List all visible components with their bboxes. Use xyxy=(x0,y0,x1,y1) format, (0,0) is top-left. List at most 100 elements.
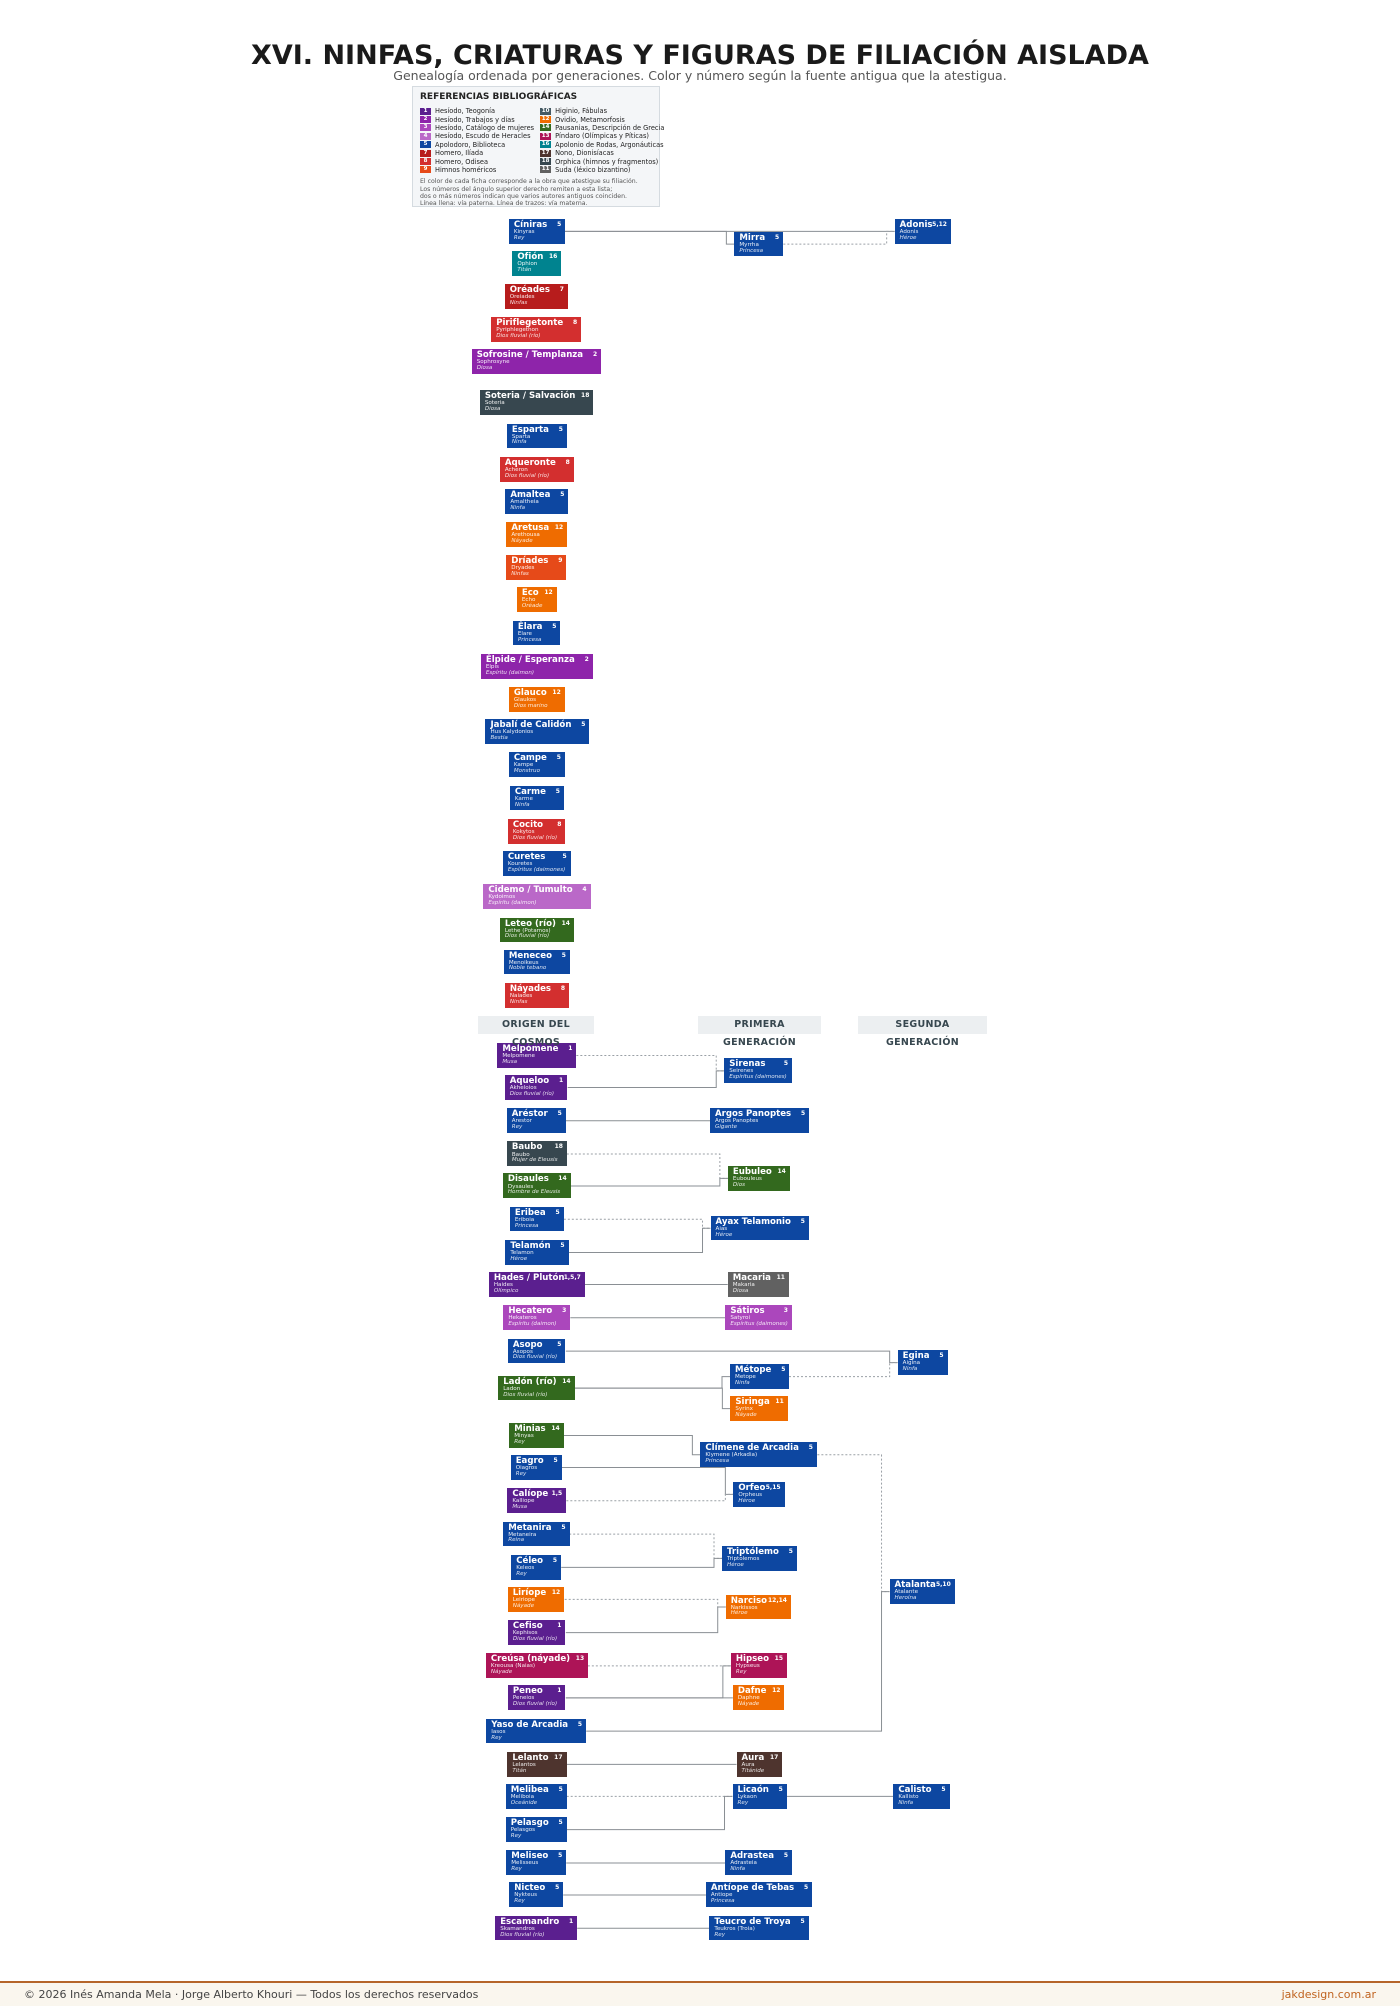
person-node[interactable]: Pelasgo 5 Pelasgos Rey xyxy=(505,1817,567,1842)
person-node[interactable]: Sirenas 5 Seirenes Espíritus (daimones) xyxy=(724,1058,793,1084)
person-node[interactable]: Ofión 16 Ophion Titán xyxy=(512,250,562,276)
person-node[interactable]: Sátiros 3 Satyroi Espíritus (daimones) xyxy=(725,1305,792,1331)
person-node[interactable]: Minias 14 Minyas Rey xyxy=(509,1423,564,1448)
person-node[interactable]: Glauco 12 Glaukos Dios marino xyxy=(508,687,565,712)
person-node[interactable]: Yaso de Arcadia 5 Iasos Rey xyxy=(486,1718,587,1744)
node-reference: 5 xyxy=(800,1917,805,1925)
person-node[interactable]: Dríades 9 Dryades Ninfas xyxy=(506,555,567,581)
person-node[interactable]: Aréstor 5 Arestor Rey xyxy=(506,1108,566,1133)
person-node[interactable]: Amaltea 5 Amaltheia Ninfa xyxy=(505,488,569,514)
node-role: Espíritus (daimones) xyxy=(730,1321,788,1328)
person-node[interactable]: Esparta 5 Sparta Ninfa xyxy=(506,423,567,449)
person-node[interactable]: Meliseo 5 Melisseus Rey xyxy=(506,1850,567,1876)
person-node[interactable]: Asopo 5 Asopos Dios fluvial (río) xyxy=(507,1338,566,1364)
node-reference: 14 xyxy=(561,919,570,927)
reference-label: Pausanias, Descripción de Grecia xyxy=(555,123,665,132)
person-node[interactable]: Eco 12 Echo Oréade xyxy=(516,587,557,613)
person-node[interactable]: Aura 17 Aura Titánide xyxy=(736,1751,783,1777)
node-reference: 4 xyxy=(582,886,587,894)
person-node[interactable]: Mirra 5 Myrrha Princesa xyxy=(734,231,784,257)
person-node[interactable]: Licaón 5 Lykaon Rey xyxy=(732,1783,787,1809)
person-node[interactable]: Hipseo 15 Hypseus Rey xyxy=(730,1653,787,1679)
person-node[interactable]: Egina 5 Aigina Ninfa xyxy=(897,1350,948,1375)
node-greek: Arethousa xyxy=(511,532,540,539)
person-node[interactable]: Baubo 18 Baubo Mujer de Eleusis xyxy=(506,1141,567,1167)
person-node[interactable]: Calisto 5 Kallisto Ninfa xyxy=(893,1783,950,1809)
node-reference: 12,14 xyxy=(767,1596,787,1604)
person-node[interactable]: Aretusa 12 Arethousa Náyade xyxy=(506,522,568,547)
person-node[interactable]: Lelanto 17 Lelantos Titán xyxy=(507,1751,567,1777)
person-node[interactable]: Métope 5 Metope Ninfa xyxy=(730,1364,790,1389)
person-node[interactable]: Clímene de Arcadia 5 Klymene (Arkadia) Prin… xyxy=(700,1442,817,1467)
person-node[interactable]: Cíniras 5 Kinyras Rey xyxy=(508,218,566,244)
person-node[interactable]: Telamón 5 Telamon Héroe xyxy=(505,1240,569,1265)
node-reference: 2 xyxy=(584,655,589,663)
person-node[interactable]: Eribea 5 Eriboia Princesa xyxy=(509,1206,564,1232)
person-node[interactable]: Argos Panoptes 5 Argos Panoptes Gigante xyxy=(710,1108,810,1133)
person-node[interactable]: Aqueronte 8 Acheron Dios fluvial (río) xyxy=(499,456,574,482)
person-node[interactable]: Siringa 11 Syrinx Náyade xyxy=(730,1396,788,1421)
person-node[interactable]: Eagro 5 Oiagros Rey xyxy=(510,1455,562,1480)
person-node[interactable]: Nicteo 5 Nykteus Rey xyxy=(509,1882,564,1908)
node-role: Espíritu (daimon) xyxy=(488,900,537,907)
node-greek: Makaria xyxy=(732,1282,755,1289)
person-node[interactable]: Macaria 11 Makaria Diosa xyxy=(727,1272,789,1297)
person-node[interactable]: Élpide / Esperanza 2 Elpis Espíritu (daimon… xyxy=(480,653,593,679)
node-name: Campe xyxy=(513,753,547,764)
person-node[interactable]: Jabalí de Calidón 5 Hus Kalydonios Bestia xyxy=(485,719,590,744)
node-name: Calíope xyxy=(512,1489,549,1500)
person-node[interactable]: Orfeo 5,15 Orpheus Héroe xyxy=(733,1481,785,1507)
person-node[interactable]: Curetes 5 Kouretes Espíritus (daimones) xyxy=(502,851,571,876)
person-node[interactable]: Antíope de Tebas 5 Antiope Princesa xyxy=(705,1882,813,1908)
person-node[interactable]: Aqueloo 1 Akheloios Dios fluvial (río) xyxy=(504,1074,568,1100)
person-node[interactable]: Ladón (río) 14 Ladon Dios fluvial (río) xyxy=(498,1375,575,1401)
person-node[interactable]: Oréades 7 Oreiades Ninfas xyxy=(504,284,568,309)
person-node[interactable]: Teucro de Troya 5 Teukros (Troia) Rey xyxy=(709,1915,809,1941)
person-node[interactable]: Liríope 12 Leiriope Náyade xyxy=(507,1586,565,1612)
person-node[interactable]: Peneo 1 Peneios Dios fluvial (río) xyxy=(507,1685,566,1711)
person-node[interactable]: Campe 5 Kampe Monstruo xyxy=(508,752,565,778)
person-node[interactable]: Disaules 14 Dysaules Hombre de Eleusis xyxy=(502,1173,571,1199)
person-node[interactable]: Carme 5 Karme Ninfa xyxy=(509,785,564,811)
person-node[interactable]: Calíope 1,5 Kalliope Musa xyxy=(507,1488,567,1514)
node-role: Diosa xyxy=(476,365,493,372)
node-reference: 5 xyxy=(781,1366,786,1374)
person-node[interactable]: Élara 5 Elare Princesa xyxy=(512,620,561,646)
person-node[interactable]: Atalanta 5,10 Atalante Heroína xyxy=(889,1579,955,1604)
person-node[interactable]: Náyades 8 Naiades Ninfas xyxy=(504,982,570,1008)
person-node[interactable]: Melibea 5 Meliboia Oceánide xyxy=(505,1783,567,1809)
node-reference: 7 xyxy=(559,286,564,294)
node-name: Creúsa (náyade) xyxy=(490,1654,571,1665)
node-greek: Leiriope xyxy=(512,1596,535,1603)
person-node[interactable]: Leteo (río) 14 Lethe (Potamos) Dios fluvial… xyxy=(499,917,574,943)
person-node[interactable]: Hecatero 3 Hekateros Espíritu (daimon) xyxy=(503,1305,571,1331)
node-greek: Pelasgos xyxy=(510,1827,536,1834)
person-node[interactable]: Metanira 5 Metaneira Reina xyxy=(503,1521,570,1547)
person-node[interactable]: Piriflegetonte 8 Pyriphlegethon Dios fluvia… xyxy=(491,317,582,343)
person-node[interactable]: Cidemo / Tumulto 4 Kydoimos Espíritu (daimo… xyxy=(483,884,591,909)
site-link[interactable]: jakdesign.com.ar xyxy=(1281,1988,1376,2001)
person-node[interactable]: Eubuleo 14 Eubouleus Dios xyxy=(727,1165,790,1191)
person-node[interactable]: Hades / Plutón 1,5,7 Haides Olímpico xyxy=(488,1272,585,1297)
person-node[interactable]: Cocito 8 Kokytos Dios fluvial (río) xyxy=(507,819,566,844)
node-reference: 5 xyxy=(558,425,563,433)
person-node[interactable]: Creúsa (náyade) 13 Kreousa (Naias) Náyade xyxy=(485,1653,589,1679)
node-name: Dafne xyxy=(737,1686,767,1697)
person-node[interactable]: Soteria / Salvación 18 Soteria Diosa xyxy=(479,390,594,416)
node-role: Mujer de Eleusis xyxy=(511,1157,558,1164)
person-node[interactable]: Narciso 12,14 Narkissos Héroe xyxy=(725,1594,791,1620)
node-greek: Antiope xyxy=(710,1892,733,1899)
person-node[interactable]: Cefiso 1 Kephisos Dios fluvial (río) xyxy=(507,1620,566,1645)
person-node[interactable]: Dafne 12 Daphne Náyade xyxy=(732,1685,785,1711)
person-node[interactable]: Ayax Telamonio 5 Aias Héroe xyxy=(710,1215,809,1241)
person-node[interactable]: Escamandro 1 Skamandros Dios fluvial (río) xyxy=(495,1915,578,1941)
person-node[interactable]: Adonis 5,12 Adonis Héroe xyxy=(894,218,951,244)
node-greek: Kephisos xyxy=(512,1630,538,1637)
person-node[interactable]: Triptólemo 5 Triptolemos Héroe xyxy=(722,1545,797,1571)
node-role: Náyade xyxy=(511,537,533,544)
person-node[interactable]: Céleo 5 Keleos Rey xyxy=(511,1554,562,1580)
person-node[interactable]: Meneceo 5 Menoikeus Noble tebano xyxy=(503,949,570,975)
person-node[interactable]: Sofrosine / Templanza 2 Sophrosyne Diosa xyxy=(471,349,602,375)
person-node[interactable]: Adrastea 5 Adrasteia Ninfa xyxy=(725,1850,793,1876)
